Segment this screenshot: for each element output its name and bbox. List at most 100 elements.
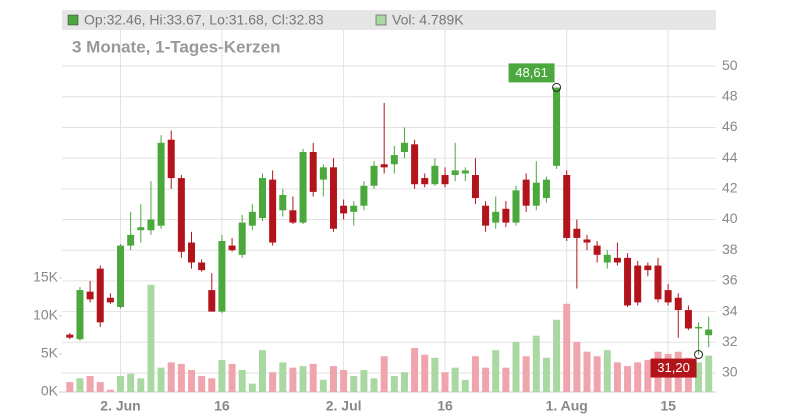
candle-body bbox=[664, 290, 672, 303]
volume-bar bbox=[106, 389, 114, 392]
candle-body bbox=[654, 265, 662, 300]
volume-bar bbox=[177, 363, 185, 392]
volume-bar bbox=[492, 350, 500, 392]
candle-body bbox=[188, 242, 196, 263]
candle-body bbox=[76, 290, 84, 340]
candle-body bbox=[512, 190, 520, 223]
volume-tick-label: 15K bbox=[33, 269, 59, 285]
volume-legend-swatch bbox=[375, 14, 387, 26]
candle-body bbox=[390, 155, 398, 165]
y-tick-label: 36 bbox=[722, 272, 738, 288]
candle-body bbox=[289, 210, 297, 223]
volume-bar bbox=[705, 355, 713, 392]
volume-bar bbox=[451, 367, 459, 392]
candle-body bbox=[542, 179, 550, 199]
candle-body bbox=[411, 144, 419, 185]
annotation-label: 48,61 bbox=[515, 65, 548, 80]
volume-bar bbox=[340, 369, 348, 392]
y-tick-label: 44 bbox=[722, 149, 738, 165]
volume-bar bbox=[289, 367, 297, 392]
volume-bar bbox=[167, 362, 175, 392]
candle-body bbox=[502, 208, 510, 223]
x-tick-label: 2. Jul bbox=[326, 398, 362, 414]
x-tick-label: 16 bbox=[437, 398, 453, 414]
candle-body bbox=[106, 297, 114, 303]
volume-bar bbox=[329, 366, 337, 392]
candle-body bbox=[573, 228, 581, 238]
candle-body bbox=[431, 165, 439, 185]
y-tick-label: 40 bbox=[722, 210, 738, 226]
volume-bar bbox=[228, 363, 236, 392]
volume-bar bbox=[380, 356, 388, 392]
candle-body bbox=[96, 268, 104, 323]
candle-body bbox=[208, 290, 216, 312]
volume-bar bbox=[66, 382, 74, 392]
volume-bar bbox=[137, 378, 145, 392]
volume-bar bbox=[248, 383, 256, 392]
candle-body bbox=[360, 185, 368, 206]
candle-body bbox=[228, 245, 236, 251]
candle-body bbox=[380, 164, 388, 168]
header-bar bbox=[62, 10, 716, 30]
candle-body bbox=[238, 222, 246, 255]
candle-body bbox=[583, 239, 591, 243]
volume-bar bbox=[269, 372, 277, 392]
candle-body bbox=[624, 257, 632, 306]
candle-body bbox=[198, 262, 206, 271]
x-tick-label: 1. Aug bbox=[546, 398, 588, 414]
annotation-box bbox=[508, 63, 555, 83]
candle-body bbox=[603, 254, 611, 263]
volume-bar bbox=[431, 357, 439, 392]
y-tick-label: 34 bbox=[722, 302, 738, 318]
volume-bar bbox=[390, 376, 398, 392]
x-tick-label: 16 bbox=[214, 398, 230, 414]
candle-body bbox=[66, 334, 74, 338]
volume-bar bbox=[258, 350, 266, 392]
y-tick-label: 30 bbox=[722, 364, 738, 380]
candle-body bbox=[421, 178, 429, 185]
volume-bar bbox=[613, 362, 621, 392]
volume-bar bbox=[157, 367, 165, 392]
volume-bar bbox=[695, 362, 703, 392]
candle-body bbox=[563, 175, 571, 238]
volume-bar bbox=[279, 362, 287, 392]
y-tick-label: 42 bbox=[722, 180, 738, 196]
candle-body bbox=[482, 205, 490, 226]
candle-body bbox=[370, 165, 378, 186]
candle-body bbox=[613, 257, 621, 263]
annotation-box bbox=[650, 358, 697, 378]
candle-body bbox=[177, 178, 185, 252]
volume-bar bbox=[299, 366, 307, 392]
candle-body bbox=[167, 139, 175, 179]
volume-header: Vol: 4.789K bbox=[392, 12, 464, 28]
candle-body bbox=[350, 205, 358, 212]
volume-bar bbox=[370, 378, 378, 392]
volume-bar bbox=[563, 303, 571, 392]
volume-tick-label: 5K bbox=[41, 345, 59, 361]
candle-body bbox=[644, 265, 652, 271]
volume-bar bbox=[553, 319, 561, 392]
volume-bar bbox=[512, 341, 520, 392]
x-tick-label: 15 bbox=[660, 398, 676, 414]
candle-body bbox=[684, 310, 692, 329]
candle-body bbox=[674, 297, 682, 311]
annotation-label: 31,20 bbox=[657, 360, 690, 375]
candle-body bbox=[461, 170, 469, 174]
subtitle: 3 Monate, 1-Tages-Kerzen bbox=[72, 37, 280, 56]
candle-body bbox=[86, 291, 94, 300]
volume-bar bbox=[147, 284, 155, 392]
volume-bar bbox=[471, 356, 479, 392]
annotation-marker bbox=[552, 82, 562, 92]
volume-bar bbox=[86, 376, 94, 392]
annotation-marker bbox=[694, 350, 704, 360]
candle-body bbox=[248, 211, 256, 226]
volume-bar bbox=[593, 356, 601, 392]
candle-body bbox=[532, 182, 540, 206]
candle-body bbox=[705, 329, 713, 336]
volume-bar bbox=[421, 354, 429, 392]
candle-body bbox=[157, 142, 165, 226]
volume-tick-label: 10K bbox=[33, 307, 59, 323]
candle-body bbox=[147, 219, 155, 231]
volume-bar bbox=[411, 347, 419, 392]
